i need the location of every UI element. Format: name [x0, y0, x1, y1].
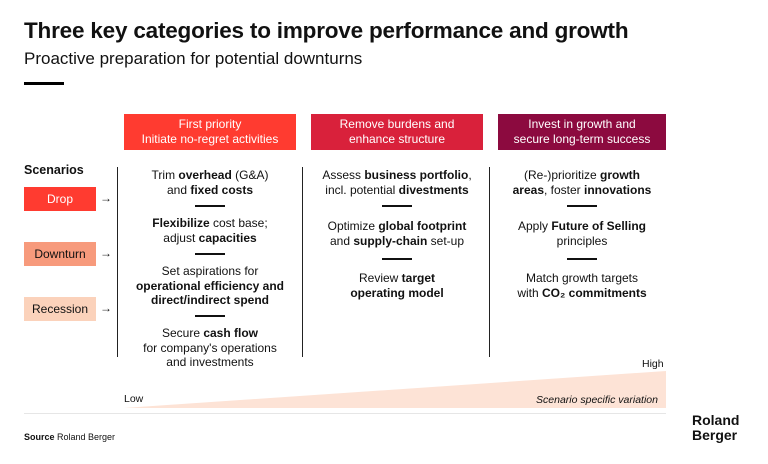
text: incl. potential [325, 182, 399, 197]
text-bold: fixed costs [190, 182, 254, 197]
text: (Re-)prioritize [523, 168, 600, 182]
text: Review [358, 271, 402, 285]
arrow-right-icon: → [100, 191, 112, 205]
scenario-recession: Recession [24, 297, 96, 321]
text-bold: CO₂ commitments [542, 285, 647, 300]
text: Secure [161, 326, 204, 340]
text: , [468, 168, 472, 182]
text-bold: supply-chain [353, 233, 428, 248]
text-bold: operating model [350, 285, 444, 300]
text-bold: growth [600, 168, 640, 182]
title-rule [24, 82, 64, 85]
text: and investments [166, 355, 254, 369]
action-match-growth-targets: Match growth targets with CO₂ commitment… [494, 271, 670, 300]
logo-line: Berger [692, 427, 738, 443]
text-bold: global footprint [378, 219, 467, 233]
text-bold: direct/indirect spend [150, 293, 270, 307]
arrow-right-icon: → [100, 246, 112, 260]
action-future-of-selling: Apply Future of Selling principles [494, 219, 670, 248]
column-header-line: Remove burdens and [339, 117, 455, 131]
action-secure-cash-flow: Secure cash flow for company's operation… [124, 326, 296, 370]
column-divider [117, 167, 118, 357]
column-header-first-priority: First priority Initiate no-regret activi… [124, 114, 296, 150]
column-divider [489, 167, 490, 357]
text-bold: Flexibilize [152, 216, 210, 230]
page-subtitle: Proactive preparation for potential down… [24, 49, 363, 68]
text-bold: cash flow [203, 326, 259, 340]
text: , foster [544, 182, 585, 197]
column-header-line: enhance structure [348, 132, 446, 146]
text-bold: business portfolio [364, 168, 469, 182]
scale-caption: Scenario specific variation [536, 394, 658, 406]
logo-line: Roland [692, 412, 740, 428]
text: Trim [151, 168, 179, 182]
text: Optimize [327, 219, 379, 233]
action-trim-overhead: Trim overhead (G&A) and fixed costs [124, 168, 296, 197]
page-title: Three key categories to improve performa… [24, 18, 629, 43]
roland-berger-logo: Roland Berger [692, 413, 739, 443]
text: principles [556, 233, 608, 248]
variation-wedge [124, 371, 666, 408]
column-header-remove-burdens: Remove burdens and enhance structure [311, 114, 483, 150]
text-bold: Future of Selling [551, 219, 647, 233]
text: for company's operations [143, 340, 277, 355]
source-label: Source [24, 432, 55, 442]
text-bold: operational efficiency and [135, 278, 285, 293]
column-header-line: Initiate no-regret activities [141, 132, 279, 146]
column-header-invest-growth: Invest in growth and secure long-term su… [498, 114, 666, 150]
source-text: Roland Berger [54, 432, 116, 442]
action-optimize-footprint: Optimize global footprint and supply-cha… [308, 219, 486, 248]
text: set-up [427, 233, 465, 248]
text: and [329, 233, 354, 248]
variation-wedge-shape [124, 371, 666, 408]
scenario-drop: Drop [24, 187, 96, 211]
text: with [517, 285, 542, 300]
scale-high-label: High [642, 358, 664, 370]
source-note: Source Roland Berger [24, 432, 115, 442]
column-divider [302, 167, 303, 357]
text-bold: target [401, 271, 436, 285]
scenario-downturn: Downturn [24, 242, 96, 266]
column-header-line: secure long-term success [513, 132, 651, 146]
text: cost base; [209, 216, 268, 230]
text-bold: areas [512, 182, 544, 197]
text: and [166, 182, 191, 197]
separator [382, 258, 412, 260]
text-bold: divestments [398, 182, 469, 197]
scale-low-label: Low [124, 393, 144, 405]
text-bold: overhead [178, 168, 232, 182]
column-header-line: Invest in growth and [528, 117, 636, 131]
text: Match growth targets [525, 271, 639, 285]
action-flexibilize-cost-base: Flexibilize cost base; adjust capacities [124, 216, 296, 245]
separator [195, 205, 225, 207]
action-reprioritize-growth: (Re-)prioritize growth areas, foster inn… [494, 168, 670, 197]
footer-rule [24, 413, 666, 414]
text-bold: innovations [584, 182, 652, 197]
separator [195, 315, 225, 317]
text: Apply [517, 219, 552, 233]
separator [567, 258, 597, 260]
text: Assess [322, 168, 365, 182]
text-bold: capacities [198, 230, 257, 245]
separator [567, 205, 597, 207]
separator [382, 205, 412, 207]
action-set-aspirations: Set aspirations for operational efficien… [124, 264, 296, 308]
text: (G&A) [231, 168, 269, 182]
scenarios-label: Scenarios [24, 163, 84, 177]
action-assess-portfolio: Assess business portfolio, incl. potenti… [308, 168, 486, 197]
text: Set aspirations for [161, 264, 259, 278]
arrow-right-icon: → [100, 301, 112, 315]
action-review-operating-model: Review target operating model [308, 271, 486, 300]
separator [195, 253, 225, 255]
column-header-line: First priority [178, 117, 242, 131]
text: adjust [163, 230, 199, 245]
